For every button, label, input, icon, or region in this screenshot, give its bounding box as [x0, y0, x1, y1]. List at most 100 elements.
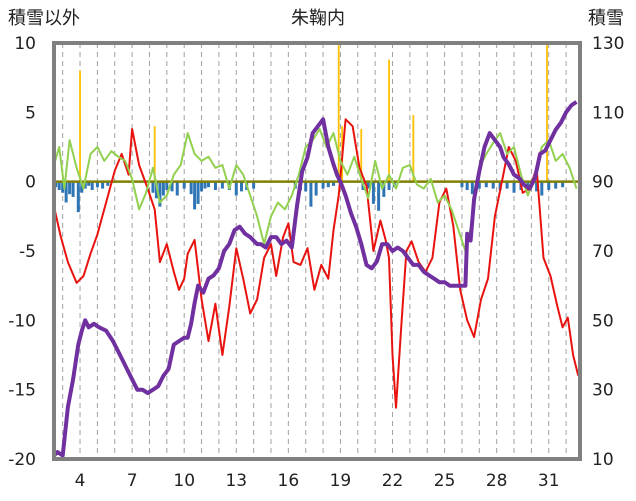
precip-bar	[213, 181, 217, 190]
right-tick-label: 90	[592, 173, 614, 193]
precip-bar	[200, 181, 204, 192]
left-tick-label: -10	[8, 311, 36, 331]
right-tick-label: 130	[592, 34, 624, 54]
precip-bar	[182, 181, 186, 189]
x-tick-label: 13	[225, 471, 247, 491]
precip-bar	[95, 181, 99, 188]
precip-bar	[101, 181, 105, 189]
precip-bar	[83, 181, 87, 189]
series-lines	[52, 100, 580, 458]
sunshine-bar	[546, 43, 548, 182]
sunshine-bar	[388, 59, 390, 182]
precip-bar	[505, 181, 509, 189]
x-tick-label: 10	[173, 471, 195, 491]
precip-bar	[465, 181, 469, 190]
precip-bar	[470, 181, 474, 195]
precip-bar	[71, 181, 75, 197]
left-tick-label: 10	[14, 34, 36, 54]
precip-bar	[477, 181, 481, 189]
precip-bar	[554, 181, 558, 189]
right-tick-label: 110	[592, 103, 624, 123]
x-tick-label: 16	[278, 471, 300, 491]
precip-bar	[314, 181, 318, 196]
precip-bar	[64, 181, 68, 203]
left-tick-label: 0	[25, 173, 36, 193]
left-tick-label: 5	[25, 103, 36, 123]
precip-bar	[57, 181, 61, 190]
precip-bar	[196, 181, 200, 204]
chart-title: 朱鞠内	[291, 8, 345, 29]
snow-depth-line	[52, 100, 578, 458]
right-tick-label: 30	[592, 381, 614, 401]
precip-bar	[252, 181, 256, 189]
precip-bar	[377, 181, 381, 211]
x-tick-label: 4	[75, 471, 86, 491]
right-tick-label: 70	[592, 242, 614, 262]
x-tick-label: 7	[127, 471, 138, 491]
precip-bar	[331, 181, 335, 186]
precip-bar	[484, 181, 488, 188]
left-tick-label: -15	[8, 381, 36, 401]
precip-bar	[161, 181, 165, 196]
precip-bar	[170, 181, 174, 192]
left-axis-label: 積雪以外	[8, 8, 80, 29]
precip-bar	[535, 181, 539, 192]
right-axis-label: 積雪	[588, 8, 624, 29]
precip-bar	[189, 181, 193, 195]
precip-bar	[460, 181, 464, 188]
x-tick-label: 28	[486, 471, 508, 491]
precip-bar	[526, 181, 530, 188]
right-tick-label: 50	[592, 311, 614, 331]
precip-bar	[68, 181, 72, 195]
temperature-line	[53, 118, 580, 409]
precip-bar	[80, 181, 84, 193]
precip-bar	[193, 181, 197, 210]
precip-bar	[309, 181, 313, 207]
x-tick-label: 25	[434, 471, 456, 491]
left-tick-label: -20	[8, 450, 36, 470]
precip-bar	[304, 181, 308, 192]
sunshine-bar	[79, 70, 81, 182]
precip-bar	[90, 181, 94, 190]
precip-bar	[239, 181, 243, 192]
precip-bar	[165, 181, 169, 190]
right-axis-ticks: 130 110 90 70 50 30 10	[592, 34, 624, 470]
bars	[54, 43, 565, 213]
right-tick-label: 10	[592, 450, 614, 470]
x-tick-label: 31	[538, 471, 560, 491]
precip-bar	[61, 181, 65, 193]
left-axis-ticks: 10 5 0 -5 -10 -15 -20	[8, 34, 36, 470]
precip-bar	[158, 181, 162, 207]
precip-bar	[382, 181, 386, 197]
precip-bar	[512, 181, 516, 193]
x-axis-ticks: 4 7 10 13 16 19 22 25 28 31	[75, 471, 560, 491]
precip-bar	[76, 181, 80, 213]
precip-bar	[387, 181, 391, 190]
precip-bar	[175, 181, 179, 196]
sunshine-bar	[412, 115, 415, 182]
precip-bar	[203, 181, 207, 189]
precip-bar	[371, 181, 375, 204]
plot-border	[52, 41, 582, 461]
precip-bar	[561, 181, 565, 188]
precip-bar	[366, 181, 370, 189]
left-tick-label: -5	[19, 242, 36, 262]
precip-bar	[220, 181, 224, 189]
precip-bar	[234, 181, 238, 196]
x-tick-label: 22	[382, 471, 404, 491]
precip-bar	[321, 181, 325, 189]
sunshine-bar	[360, 128, 363, 182]
precip-bar	[151, 181, 155, 193]
precip-bar	[491, 181, 495, 189]
precip-bar	[326, 181, 330, 188]
x-tick-label: 19	[330, 471, 352, 491]
precip-bar	[547, 181, 551, 190]
precip-bar	[87, 181, 91, 186]
precip-bar	[207, 181, 211, 188]
precip-bar	[540, 181, 544, 196]
sunshine-bar	[153, 126, 156, 182]
sunshine-bar	[337, 43, 340, 182]
plot-frame	[52, 41, 582, 461]
precip-bar	[106, 181, 110, 186]
